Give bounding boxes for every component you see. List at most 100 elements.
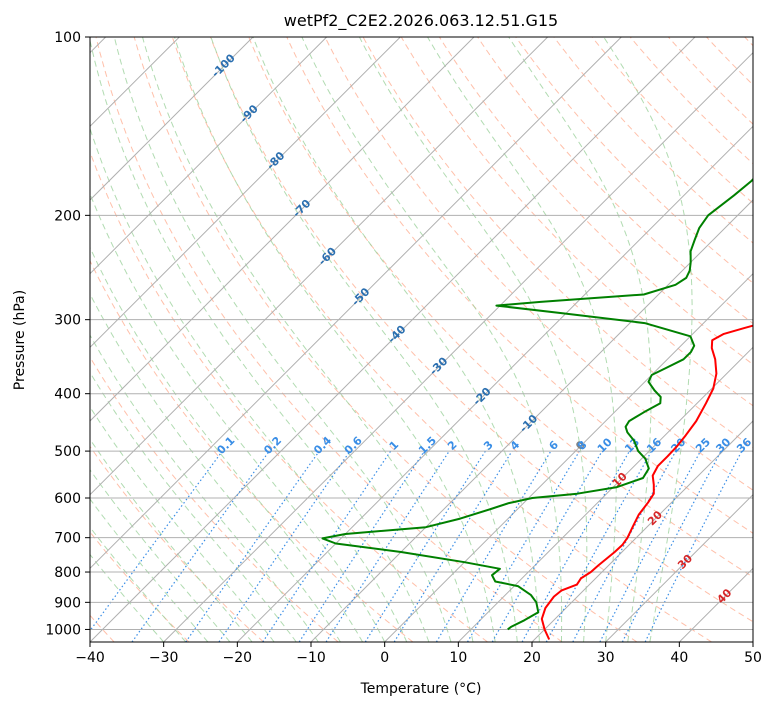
mixing-ratio-line — [262, 450, 392, 642]
dry-adiabat — [90, 531, 190, 642]
mixing-ratio-line — [90, 450, 223, 632]
x-tick-label: −10 — [296, 650, 326, 666]
y-tick-label: 1000 — [45, 622, 81, 638]
x-tick-label: 20 — [523, 650, 541, 666]
dewpoint-profile — [321, 177, 753, 631]
isotherm-line — [90, 37, 549, 496]
moist-adiabat — [113, 37, 452, 642]
temperature-profile — [540, 324, 753, 640]
isotherm-label: -60 — [316, 245, 339, 268]
chart-title: wetPf2_C2E2.2026.063.12.51.G15 — [284, 11, 558, 31]
mixing-ratio-line — [521, 450, 631, 642]
dry-adiabat — [133, 37, 638, 642]
moist-adiabat — [90, 406, 275, 642]
isotherm-label: -80 — [264, 149, 287, 172]
mixing-ratio-line — [644, 450, 743, 642]
moist-adiabat — [301, 37, 563, 642]
moist-adiabat — [90, 334, 319, 642]
dry-adiabat — [400, 37, 753, 407]
x-tick-label: 30 — [597, 650, 615, 666]
moist-adiabat — [603, 37, 693, 642]
moist-adiabat — [252, 37, 540, 642]
dry-adiabat — [477, 37, 753, 325]
isotherm-line — [90, 37, 696, 642]
dry-adiabat — [324, 37, 753, 491]
y-axis-label: Pressure (hPa) — [12, 290, 28, 390]
isotherm-label: -20 — [470, 385, 493, 408]
dry-adiabat — [668, 37, 753, 125]
isotherm-line — [90, 37, 328, 275]
x-tick-label: 0 — [380, 650, 389, 666]
moist-adiabat — [90, 371, 297, 642]
mixing-ratio-label: 30 — [713, 435, 733, 455]
mixing-ratio-label: 0.1 — [214, 434, 237, 457]
y-tick-label: 300 — [54, 313, 81, 329]
moist-adiabat — [90, 498, 209, 642]
x-axis-ticks: −40 −30 −20 −10 0 10 20 30 40 50 — [75, 642, 762, 666]
isotherm-line — [531, 420, 753, 642]
mixing-ratio-label: 25 — [693, 436, 713, 456]
dry-adiabat — [248, 37, 753, 578]
mixing-ratio-line — [325, 450, 450, 642]
mixing-ratio-label: 10 — [595, 435, 615, 455]
dry-adiabat — [210, 37, 753, 623]
mixing-ratio-line — [298, 450, 425, 642]
moist-adiabat — [90, 553, 165, 642]
moist-adiabat — [426, 37, 617, 642]
moist-adiabat — [508, 37, 652, 642]
mixing-ratio-label: 0.4 — [311, 434, 334, 457]
dry-adiabat — [90, 445, 264, 642]
isotherm-line — [384, 272, 753, 642]
moist-adiabat — [90, 438, 253, 642]
isotherm-line — [236, 125, 753, 642]
isotherm-line — [457, 346, 753, 642]
mixing-ratio-label: 1.5 — [416, 434, 439, 457]
mixing-ratio-line — [572, 450, 677, 642]
x-tick-label: 40 — [670, 650, 688, 666]
moist-adiabat — [90, 468, 231, 642]
mixing-ratio-line — [364, 450, 486, 642]
isotherm-line — [605, 493, 753, 642]
y-axis-ticks: 100 200 300 400 500 600 700 800 900 1000 — [45, 30, 90, 638]
mixing-ratio-line — [393, 450, 513, 642]
moist-adiabat — [358, 37, 588, 642]
dry-adiabat — [744, 37, 753, 47]
x-tick-label: −40 — [75, 650, 105, 666]
sounding-profiles — [321, 177, 753, 640]
moist-adiabat — [90, 526, 187, 642]
dry-adiabat — [706, 37, 753, 86]
moist-adiabat — [90, 192, 386, 642]
isotherm-line — [90, 37, 401, 349]
background-lines — [90, 37, 753, 642]
isotherm-line — [163, 51, 753, 642]
dry-adiabat — [90, 259, 414, 642]
x-tick-label: −30 — [149, 650, 179, 666]
y-tick-label: 900 — [54, 595, 81, 611]
x-axis-label: Temperature (°C) — [360, 681, 482, 697]
isotherm-line — [752, 641, 753, 642]
mixing-ratio-line — [466, 450, 580, 642]
y-tick-label: 500 — [54, 444, 81, 460]
dry-adiabat — [515, 37, 753, 284]
mixing-ratio-line — [218, 450, 351, 642]
y-tick-label: 700 — [54, 531, 81, 547]
y-tick-label: 200 — [54, 208, 81, 224]
moist-adiabat — [173, 37, 496, 642]
y-tick-label: 600 — [54, 491, 81, 507]
mixing-ratio-label: 0.6 — [342, 434, 365, 457]
isotherm-line — [310, 199, 753, 642]
y-tick-label: 100 — [54, 30, 81, 46]
dry-adiabat — [171, 37, 712, 642]
y-tick-label: 800 — [54, 565, 81, 581]
dry-adiabat — [591, 37, 753, 204]
moist-adiabat — [141, 37, 474, 642]
y-tick-label: 400 — [54, 387, 81, 403]
moist-adiabat — [90, 126, 408, 642]
mixing-ratio-label: 36 — [734, 435, 754, 455]
isotherm-line — [90, 37, 622, 570]
moist-adiabat — [90, 38, 430, 642]
moist-adiabat — [90, 292, 341, 642]
mixing-ratio-label: 0.2 — [261, 434, 284, 457]
mixing-ratio-line — [131, 450, 270, 642]
